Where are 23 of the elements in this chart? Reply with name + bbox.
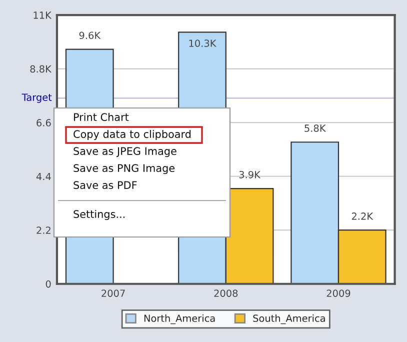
data-label: 3.9K [239,170,261,178]
y-tick-label: 6.6 [36,119,51,126]
y-tick-label: 8.8K [30,65,52,73]
annotation: Save as PNG Image [74,164,175,174]
x-tick-label: 2009 [326,290,350,297]
y-tick-label: 2.2 [36,226,50,234]
legend-label: North_America [144,314,215,324]
y-tick-label: 0 [46,280,51,288]
annotation: Copy data to clipboard [74,130,191,140]
annotation: Print Chart [74,112,129,122]
y-tick-label: 11K [34,12,52,19]
annotation: Settings... [74,210,125,220]
x-tick-label: 2008 [214,290,238,297]
ref-line-label: Target [22,94,52,103]
data-label: 5.8K [304,124,326,132]
y-tick-label: 4.4 [36,172,51,180]
legend-label: South_America [253,314,325,324]
annotation: Save as PDF [74,181,137,190]
data-label: 2.2K [352,212,374,220]
data-label: 9.6K [79,32,101,40]
annotation: Save as JPEG Image [74,147,176,158]
x-tick-label: 2007 [102,290,125,297]
data-label: 10.3K [189,40,216,47]
